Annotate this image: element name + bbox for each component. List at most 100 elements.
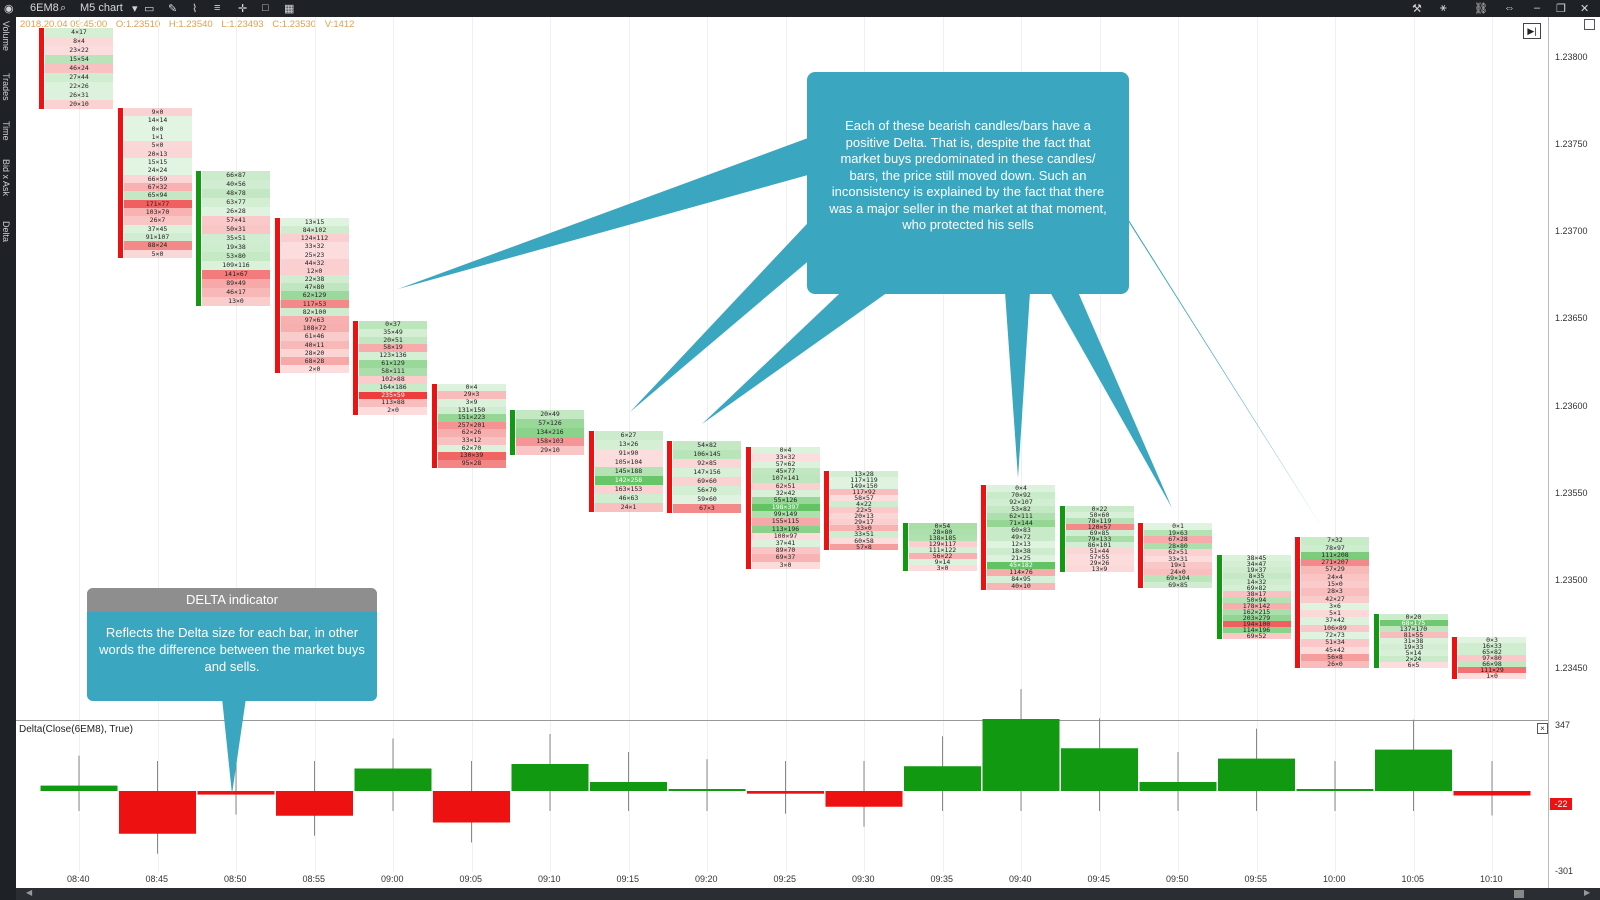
footprint-cell: 4×17 xyxy=(45,27,113,37)
scroll-to-end-button[interactable]: ▶| xyxy=(1523,23,1541,39)
horizontal-scrollbar[interactable]: ◀ ▶ xyxy=(16,888,1600,900)
footprint-cell: 65×94 xyxy=(123,191,192,200)
footprint-cell: 8×35 xyxy=(1222,572,1291,579)
maximize-panel-icon[interactable] xyxy=(1584,19,1595,30)
footprint-cell: 57×41 xyxy=(202,215,270,225)
line-chart-icon[interactable]: ⌇ xyxy=(192,3,198,15)
footprint-cell: 22×38 xyxy=(280,275,349,284)
footprint-cell: 20×10 xyxy=(45,99,113,109)
indicators-icon[interactable]: ⚹ xyxy=(1440,2,1447,14)
footprint-cell: 40×11 xyxy=(280,340,349,349)
candle-body xyxy=(981,485,986,590)
tab-trades[interactable]: Trades xyxy=(1,73,11,101)
bars-icon[interactable]: ≡ xyxy=(214,2,221,14)
footprint-cell: 7×32 xyxy=(1301,537,1369,545)
grid-line xyxy=(628,17,630,872)
app-logo-icon[interactable]: ◉ xyxy=(4,3,14,15)
chart-type-chevron-icon[interactable]: ▾ xyxy=(132,3,138,15)
candle-body xyxy=(510,409,515,455)
scroll-left-icon[interactable]: ◀ xyxy=(26,888,33,897)
footprint-cell: 20×51 xyxy=(359,336,427,345)
footprint-cell: 1×1 xyxy=(123,132,192,142)
footprint-cell: 51×34 xyxy=(1301,639,1369,647)
footprint-cell: 56×70 xyxy=(673,486,741,496)
pin-icon[interactable]: ⇔ xyxy=(1504,2,1515,14)
footprint-cell: 4×22 xyxy=(830,501,898,508)
link-icon[interactable]: ⛓ xyxy=(1474,3,1488,15)
footprint-cell: 60×83 xyxy=(987,526,1055,534)
footprint-cell: 70×92 xyxy=(987,491,1055,499)
panel-separator[interactable] xyxy=(16,720,1548,721)
footprint-cell: 89×49 xyxy=(202,278,270,288)
scroll-thumb[interactable] xyxy=(1514,890,1524,898)
callout-pointer xyxy=(702,276,888,424)
time-axis-label: 09:10 xyxy=(538,874,561,884)
tab-time[interactable]: Time xyxy=(1,121,11,141)
chart-type-dropdown[interactable]: M5 chart xyxy=(80,2,123,14)
tools-icon[interactable]: ⚒ xyxy=(1412,3,1422,15)
footprint-cell: 78×97 xyxy=(1301,544,1369,552)
footprint-cell: 59×60 xyxy=(673,495,741,505)
footprint-cell: 57×55 xyxy=(1065,553,1134,560)
footprint-cell: 163×153 xyxy=(594,484,663,494)
layout-icon[interactable]: ▦ xyxy=(284,3,295,15)
monitor-icon[interactable]: ▭ xyxy=(144,3,155,15)
footprint-cell: 38×17 xyxy=(1222,590,1291,597)
tab-volume[interactable]: Volume xyxy=(1,21,11,52)
indicator-close-icon[interactable]: × xyxy=(1537,723,1548,734)
footprint-cell: 9×0 xyxy=(123,107,192,117)
grid-line xyxy=(707,17,708,872)
footprint-cell: 65×82 xyxy=(1458,648,1526,655)
footprint-cell: 46×24 xyxy=(45,63,113,73)
footprint-cell: 58×57 xyxy=(830,495,898,502)
footprint-cell: 26×28 xyxy=(202,206,270,216)
footprint-cell: 164×186 xyxy=(359,383,427,392)
footprint-cell: 22×26 xyxy=(45,81,113,91)
footprint-cell: 47×80 xyxy=(280,283,349,292)
minimize-icon[interactable]: – xyxy=(1534,2,1541,14)
close-icon[interactable]: ✕ xyxy=(1580,3,1590,15)
footprint-cell: 34×47 xyxy=(1222,560,1291,567)
ohlc-high: H:1.23540 xyxy=(168,19,213,30)
price-axis-label: 1.23500 xyxy=(1555,575,1588,585)
candle-body xyxy=(667,441,672,514)
indicator-label: Delta(Close(6EM8), True) xyxy=(19,724,133,735)
footprint-cell: 18×38 xyxy=(987,547,1055,555)
delta-bar xyxy=(276,791,353,816)
time-axis-label: 09:25 xyxy=(773,874,797,884)
footprint-cell: 19×37 xyxy=(1222,566,1291,573)
candle-body xyxy=(1216,554,1222,639)
symbol-label[interactable]: 6EM8 xyxy=(30,2,59,14)
tab-bid-x-ask[interactable]: Bid x Ask xyxy=(1,159,11,197)
crosshair-icon[interactable]: ✛ xyxy=(238,3,248,15)
delta-bar xyxy=(1375,749,1452,791)
grid-line xyxy=(1492,17,1493,872)
grid-line xyxy=(785,17,787,872)
footprint-cell: 55×126 xyxy=(751,496,820,505)
callout-pointer xyxy=(1005,292,1030,478)
grid-line xyxy=(942,17,944,872)
price-axis[interactable]: 1.23800 1.23750 1.23700 1.23650 1.23600 … xyxy=(1548,17,1600,888)
footprint-cell: 50×94 xyxy=(1222,596,1291,603)
callout-pointer xyxy=(1050,292,1172,508)
scroll-right-icon[interactable]: ▶ xyxy=(1584,888,1591,897)
callout-pointer xyxy=(222,698,246,794)
candle-body xyxy=(1295,537,1300,669)
footprint-cell: 113×196 xyxy=(751,525,820,533)
window-icon[interactable]: □ xyxy=(262,2,269,14)
footprint-cell: 5×0 xyxy=(123,141,192,150)
footprint-cell: 84×102 xyxy=(280,226,349,235)
footprint-cell: 111×122 xyxy=(908,547,977,554)
footprint-cell: 89×70 xyxy=(751,547,820,555)
footprint-cell: 0×3 xyxy=(1458,636,1526,643)
pencil-icon[interactable]: ✎ xyxy=(168,3,178,15)
callout-pointer xyxy=(1110,190,1325,532)
search-icon[interactable]: ⌕ xyxy=(60,2,67,14)
footprint-cell: 69×82 xyxy=(1222,584,1291,591)
tab-delta[interactable]: Delta xyxy=(1,221,11,243)
candle-body xyxy=(353,320,358,416)
footprint-cell: 108×72 xyxy=(280,324,349,333)
footprint-cell: 142×258 xyxy=(594,475,663,485)
price-axis-label: 1.23600 xyxy=(1555,401,1588,411)
maximize-icon[interactable]: ❐ xyxy=(1556,3,1566,15)
